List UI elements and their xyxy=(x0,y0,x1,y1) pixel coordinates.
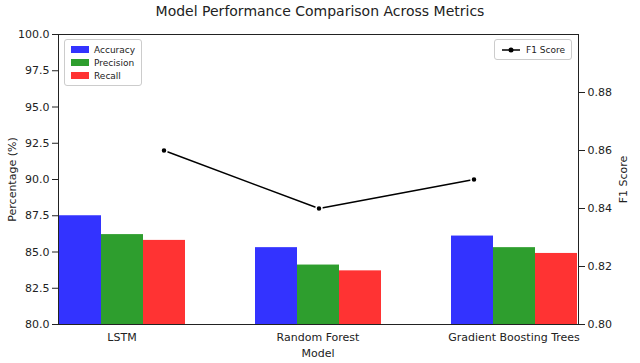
svg-text:95.0: 95.0 xyxy=(25,101,50,114)
html-text:Precision: Precision xyxy=(94,57,135,68)
html-text:Model Performance Comparison A: Model Performance Comparison Across Metr… xyxy=(155,3,485,19)
svg-text:90.0: 90.0 xyxy=(25,173,50,186)
svg-text:80.0: 80.0 xyxy=(25,318,50,331)
html-text:Accuracy: Accuracy xyxy=(94,44,136,55)
svg-text:82.5: 82.5 xyxy=(25,282,50,295)
svg-text:LSTM: LSTM xyxy=(107,331,136,344)
svg-text:F1 Score: F1 Score xyxy=(617,155,630,203)
svg-text:87.5: 87.5 xyxy=(25,209,50,222)
svg-text:0.84: 0.84 xyxy=(588,202,613,215)
svg-text:100.0: 100.0 xyxy=(18,28,50,41)
svg-text:Percentage (%): Percentage (%) xyxy=(6,137,19,221)
svg-text:0.82: 0.82 xyxy=(588,260,613,273)
svg-text:Model: Model xyxy=(301,347,334,360)
svg-text:85.0: 85.0 xyxy=(25,246,50,259)
svg-text:0.80: 0.80 xyxy=(588,318,613,331)
html-text:Recall: Recall xyxy=(94,70,121,81)
svg-text:92.5: 92.5 xyxy=(25,137,50,150)
svg-text:0.88: 0.88 xyxy=(588,86,613,99)
svg-text:Random Forest: Random Forest xyxy=(277,331,360,344)
svg-text:0.86: 0.86 xyxy=(588,144,613,157)
svg-text:97.5: 97.5 xyxy=(25,64,50,77)
html-text:F1 Score: F1 Score xyxy=(526,44,565,55)
svg-text:Gradient Boosting Trees: Gradient Boosting Trees xyxy=(448,331,580,344)
